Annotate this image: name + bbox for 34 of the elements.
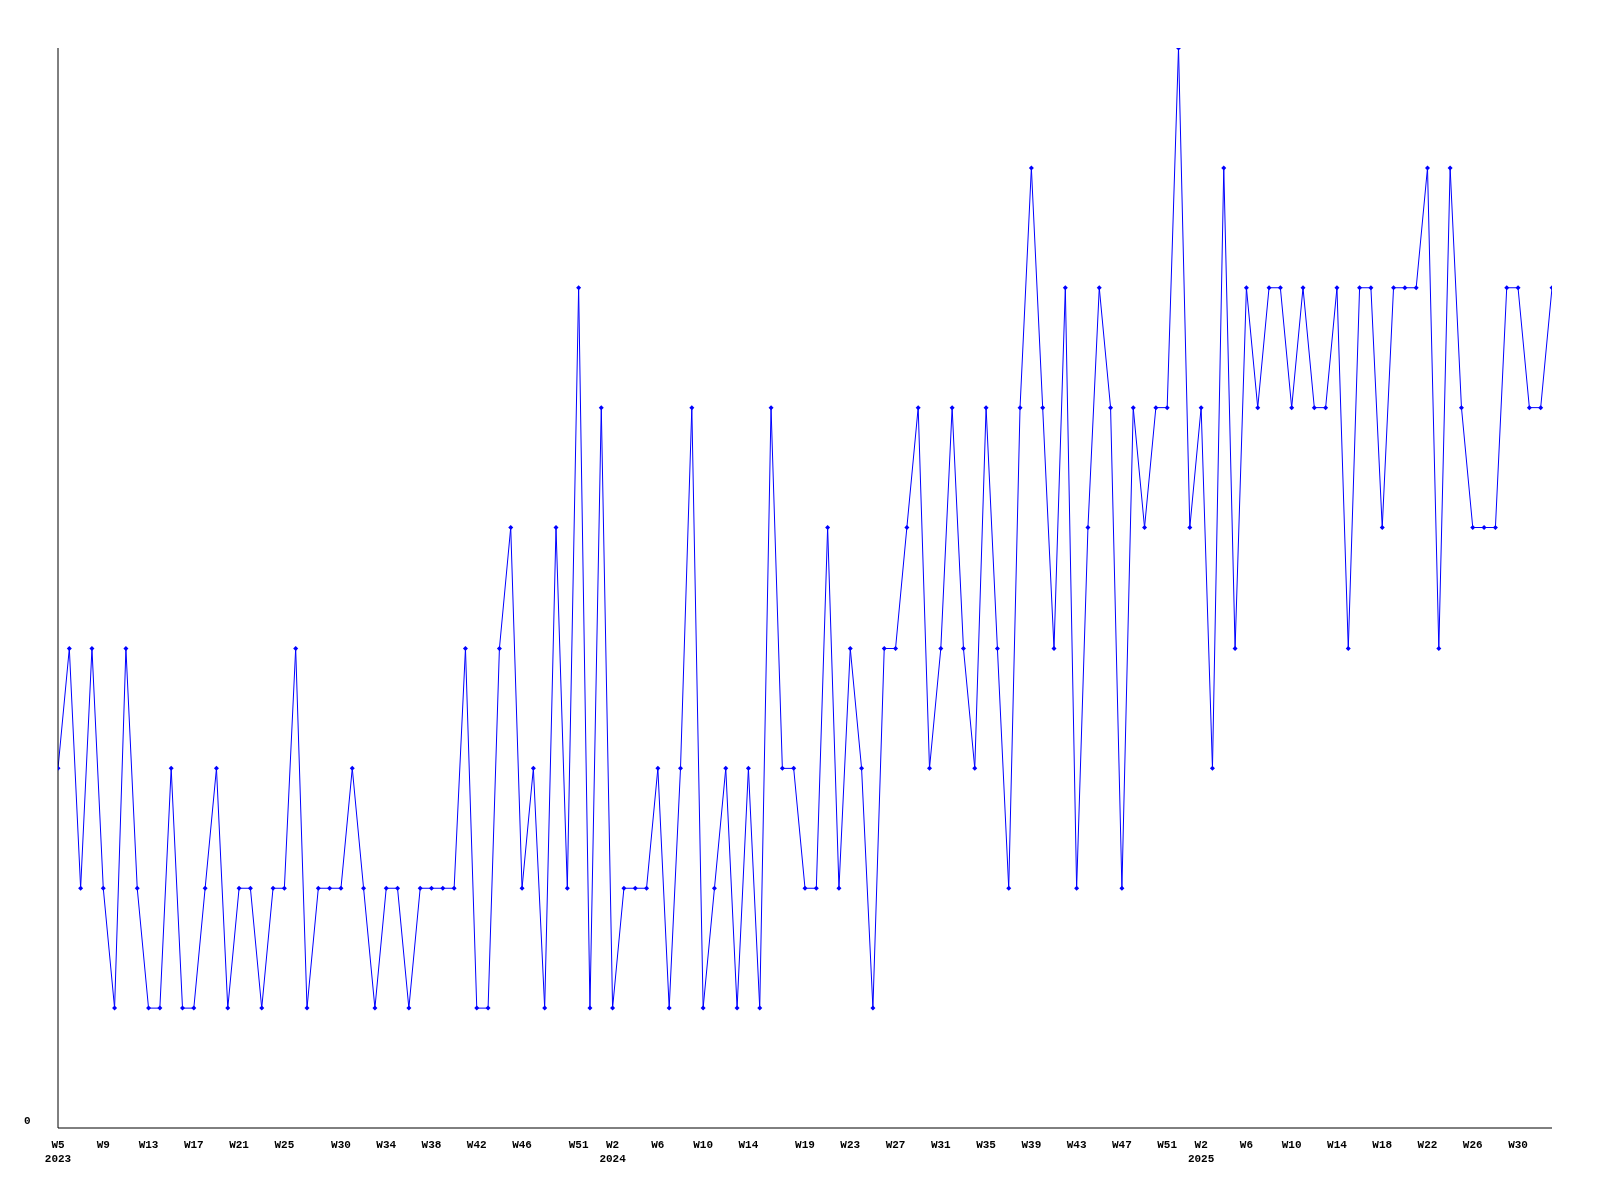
x-tick-label: W19 xyxy=(795,1139,815,1151)
text: 0 xyxy=(24,1115,31,1127)
x-tick-label: W18 xyxy=(1372,1139,1393,1151)
x-tick-label: W9 xyxy=(96,1139,110,1151)
x-tick-label: W14 xyxy=(738,1139,759,1151)
x-tick-label: W25 xyxy=(274,1139,295,1151)
x-tick-label: W13 xyxy=(138,1139,159,1151)
x-tick-label: W2 2024 xyxy=(599,1139,627,1165)
x-tick-label: W31 xyxy=(930,1139,952,1151)
x-tick-label: W21 xyxy=(229,1139,250,1151)
x-tick-label: W5 2023 xyxy=(44,1139,72,1165)
x-tick-label: W42 xyxy=(466,1139,487,1151)
x-tick-label: W14 xyxy=(1327,1139,1348,1151)
x-tick-label: W10 xyxy=(693,1139,714,1151)
x-tick-label: W51 xyxy=(1157,1139,1178,1151)
x-tick-label: W43 xyxy=(1066,1139,1087,1151)
x-tick-label: W30 xyxy=(1508,1139,1528,1151)
x-tick-label: W6 xyxy=(1239,1139,1254,1151)
x-tick-label: W47 xyxy=(1112,1139,1132,1151)
x-tick-label: W51 xyxy=(568,1139,589,1151)
x-tick-label: W17 xyxy=(183,1139,204,1151)
x-tick-label: W2 2025 xyxy=(1187,1139,1215,1165)
x-tick-label: W10 xyxy=(1281,1139,1302,1151)
x-tick-label: W35 xyxy=(976,1139,997,1151)
x-tick-label: W30 xyxy=(331,1139,351,1151)
x-tick-label: W26 xyxy=(1462,1139,1483,1151)
x-tick-label: W6 xyxy=(651,1139,665,1151)
x-tick-label: W46 xyxy=(512,1139,532,1151)
x-tick-label: W39 xyxy=(1021,1139,1042,1151)
x-tick-label: W22 xyxy=(1417,1139,1438,1151)
x-tick-label: W23 xyxy=(840,1139,861,1151)
x-tick-label: W27 xyxy=(885,1139,906,1151)
x-tick-label: W34 xyxy=(376,1139,397,1151)
x-tick-label: W38 xyxy=(421,1139,442,1151)
